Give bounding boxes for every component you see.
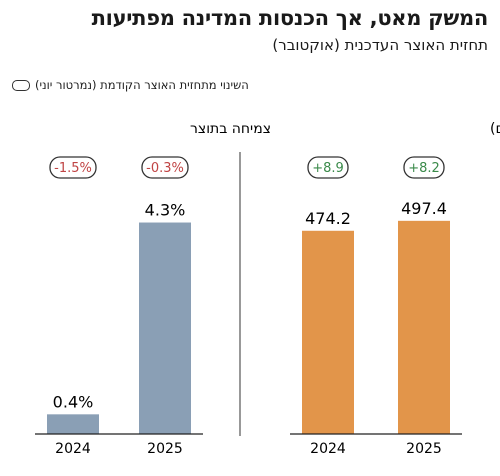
category-label: 2025 — [406, 441, 442, 457]
category-label: 2024 — [310, 441, 346, 457]
bar — [398, 220, 450, 434]
bar — [47, 414, 99, 434]
change-label: +8.2 — [408, 161, 440, 176]
legend: השינוי מתחזית האוצר הקודמת (נמרטור יוני) — [12, 78, 488, 92]
bar — [302, 230, 354, 434]
chart-subtitle: תחזית האוצר העדכנית (אוקטובר) — [272, 36, 488, 54]
value-label: 474.2 — [305, 209, 351, 228]
category-label: 2025 — [147, 441, 183, 457]
category-label: 2024 — [55, 441, 91, 457]
bar — [139, 222, 191, 434]
value-label: 0.4% — [53, 392, 94, 411]
chart-title: המשק מאט, אך הכנסות המדינה מפתיעות — [91, 6, 489, 30]
change-label: +8.9 — [312, 161, 344, 176]
panel-title: הכנסות המדינה (במיליארדי שקלים) — [490, 121, 500, 137]
value-label: 4.3% — [145, 201, 186, 220]
legend-swatch — [12, 79, 30, 91]
change-pill — [141, 156, 189, 179]
change-pill — [307, 156, 349, 179]
legend-label: השינוי מתחזית האוצר הקודמת (נמרטור יוני) — [35, 78, 249, 92]
panel-title: צמיחה בתוצר — [190, 121, 271, 137]
change-label: -0.3% — [146, 161, 184, 176]
change-pill — [49, 156, 97, 179]
change-label: -1.5% — [54, 161, 92, 176]
change-pill — [403, 156, 445, 179]
value-label: 497.4 — [401, 199, 447, 218]
